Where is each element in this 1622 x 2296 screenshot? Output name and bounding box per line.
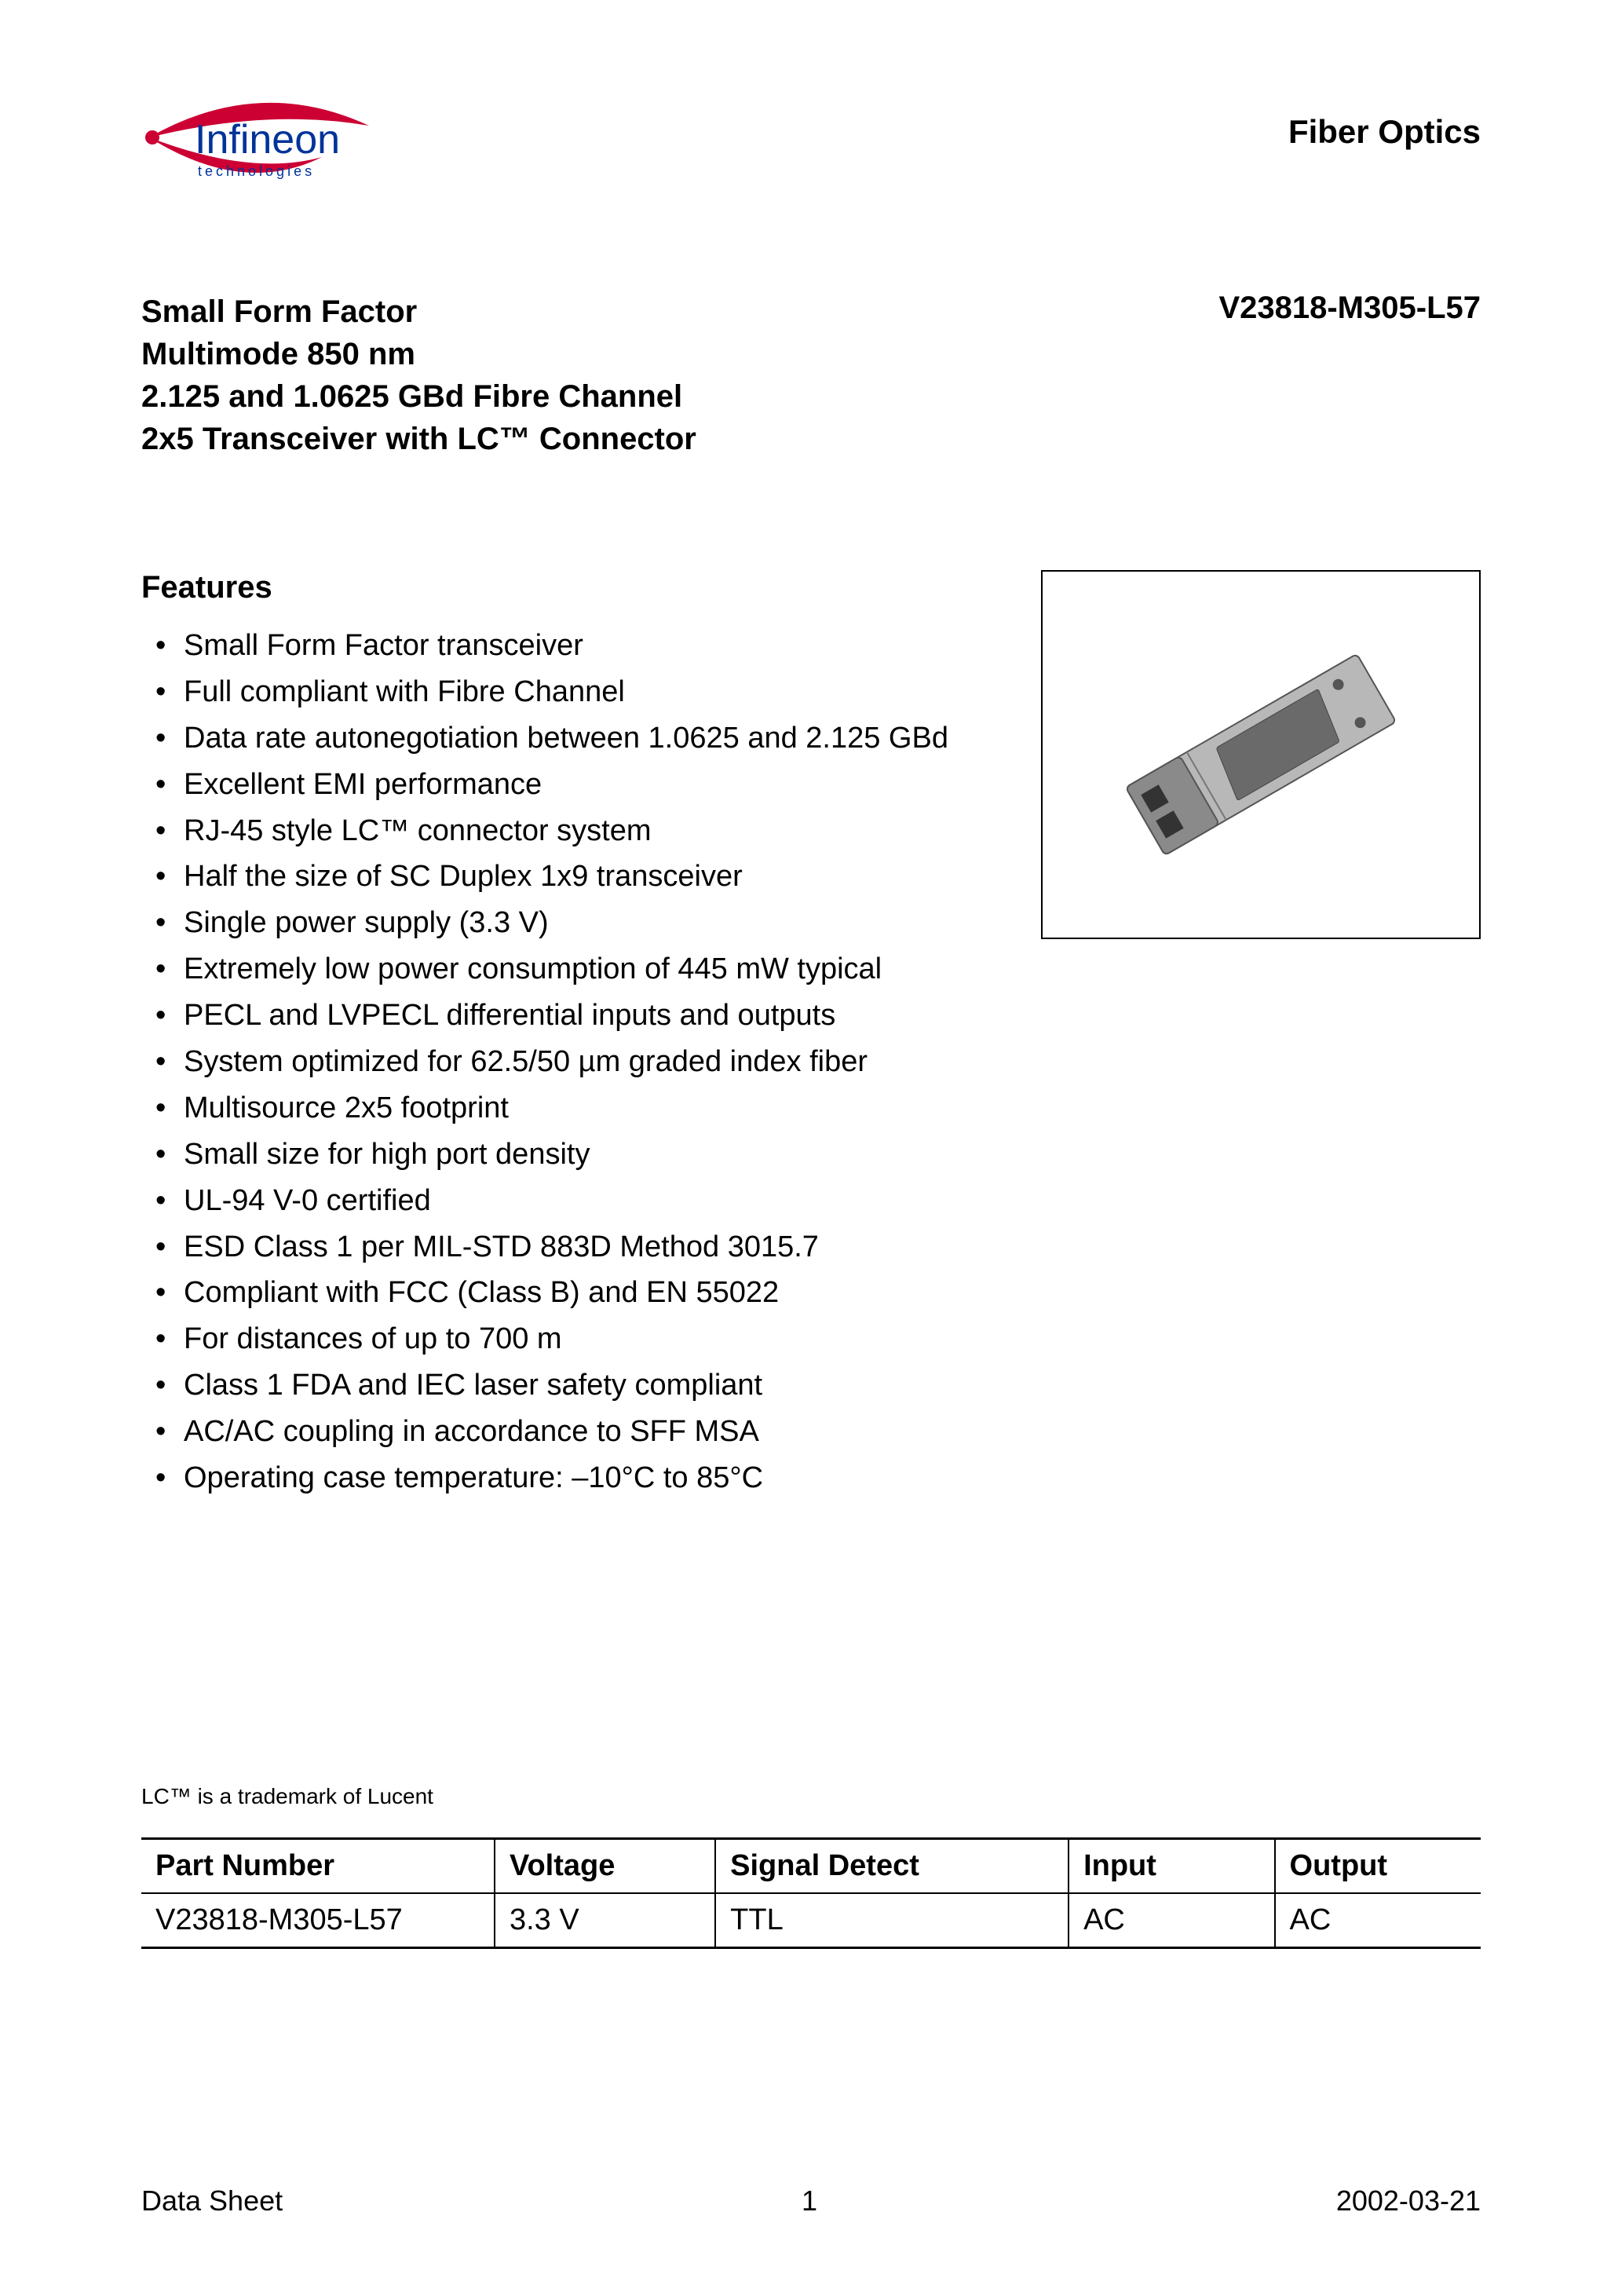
title-line-1: Small Form Factor: [141, 291, 696, 333]
cell-voltage: 3.3 V: [495, 1893, 715, 1948]
col-header-partnumber: Part Number: [141, 1838, 495, 1893]
trademark-note: LC™ is a trademark of Lucent: [141, 1784, 1481, 1809]
content-row: Features Small Form Factor transceiver F…: [141, 570, 1481, 1501]
title-row: Small Form Factor Multimode 850 nm 2.125…: [141, 291, 1481, 460]
feature-item: Data rate autonegotiation between 1.0625…: [141, 715, 1010, 762]
feature-item: Excellent EMI performance: [141, 762, 1010, 808]
col-header-voltage: Voltage: [495, 1838, 715, 1893]
feature-item: ESD Class 1 per MIL-STD 883D Method 3015…: [141, 1224, 1010, 1270]
feature-item: UL-94 V-0 certified: [141, 1178, 1010, 1224]
feature-item: System optimized for 62.5/50 µm graded i…: [141, 1039, 1010, 1085]
feature-item: Multisource 2x5 footprint: [141, 1085, 1010, 1132]
company-logo: Infineon technologies: [141, 94, 377, 204]
features-column: Features Small Form Factor transceiver F…: [141, 570, 1010, 1501]
footer-row: Data Sheet 1 2002-03-21: [141, 2184, 1481, 2217]
col-header-output: Output: [1275, 1838, 1481, 1893]
footer-page-number: 1: [802, 2184, 817, 2217]
part-number-heading: V23818-M305-L57: [1218, 291, 1481, 326]
col-header-input: Input: [1069, 1838, 1274, 1893]
cell-input: AC: [1069, 1893, 1274, 1948]
title-line-4: 2x5 Transceiver with LC™ Connector: [141, 418, 696, 460]
feature-item: For distances of up to 700 m: [141, 1316, 1010, 1362]
feature-item: PECL and LVPECL differential inputs and …: [141, 993, 1010, 1039]
features-list: Small Form Factor transceiver Full compl…: [141, 623, 1010, 1501]
table-header-row: Part Number Voltage Signal Detect Input …: [141, 1838, 1481, 1893]
product-image: [1041, 570, 1481, 939]
feature-item: Operating case temperature: –10°C to 85°…: [141, 1455, 1010, 1501]
cell-signal: TTL: [715, 1893, 1069, 1948]
image-column: [1041, 570, 1481, 1501]
feature-item: Compliant with FCC (Class B) and EN 5502…: [141, 1270, 1010, 1316]
logo-text-main: Infineon: [195, 116, 340, 163]
spec-table: Part Number Voltage Signal Detect Input …: [141, 1837, 1481, 1949]
footer-date: 2002-03-21: [1336, 2184, 1481, 2217]
cell-partnumber: V23818-M305-L57: [141, 1893, 495, 1948]
cell-output: AC: [1275, 1893, 1481, 1948]
feature-item: Full compliant with Fibre Channel: [141, 669, 1010, 715]
table-row: V23818-M305-L57 3.3 V TTL AC AC: [141, 1893, 1481, 1948]
col-header-signal: Signal Detect: [715, 1838, 1069, 1893]
features-heading: Features: [141, 570, 1010, 605]
transceiver-icon: [1072, 598, 1449, 912]
header-row: Infineon technologies Fiber Optics: [141, 94, 1481, 204]
feature-item: Small Form Factor transceiver: [141, 623, 1010, 669]
feature-item: Half the size of SC Duplex 1x9 transceiv…: [141, 854, 1010, 900]
feature-item: AC/AC coupling in accordance to SFF MSA: [141, 1409, 1010, 1455]
feature-item: Extremely low power consumption of 445 m…: [141, 946, 1010, 993]
feature-item: Class 1 FDA and IEC laser safety complia…: [141, 1362, 1010, 1409]
footer-left: Data Sheet: [141, 2184, 283, 2217]
category-title: Fiber Optics: [1288, 94, 1481, 151]
title-line-3: 2.125 and 1.0625 GBd Fibre Channel: [141, 375, 696, 418]
logo-text-sub: technologies: [198, 163, 315, 180]
feature-item: Single power supply (3.3 V): [141, 900, 1010, 946]
product-title: Small Form Factor Multimode 850 nm 2.125…: [141, 291, 696, 460]
feature-item: RJ-45 style LC™ connector system: [141, 808, 1010, 854]
feature-item: Small size for high port density: [141, 1132, 1010, 1178]
title-line-2: Multimode 850 nm: [141, 333, 696, 375]
